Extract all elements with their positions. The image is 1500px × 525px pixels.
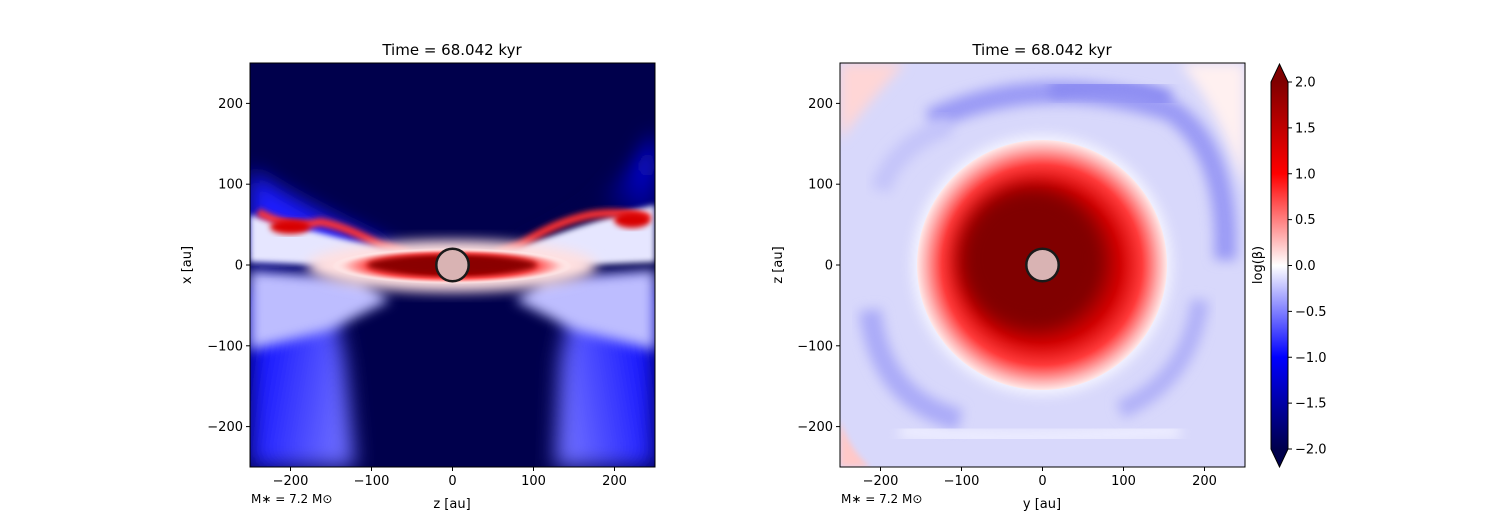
y-tick-label: 100 xyxy=(218,178,243,193)
star-marker xyxy=(435,247,470,283)
right-mass-annotation: M∗ = 7.2 M⊙ xyxy=(841,492,922,506)
y-tick-label: −200 xyxy=(797,420,833,435)
left-ylabel: x [au] xyxy=(180,246,195,284)
x-tick-label: −100 xyxy=(354,474,390,489)
colorbar-tick-label: 0.5 xyxy=(1295,213,1316,228)
left-title: Time = 68.042 kyr xyxy=(381,41,522,59)
star-marker xyxy=(1025,247,1060,283)
x-tick-label: 100 xyxy=(521,474,546,489)
colorbar-tick-label: −1.5 xyxy=(1295,397,1327,412)
colorbar: −2.0 −1.5 −1.0 −0.5 0.0 0.5 1.0 1.5 2.0 log(β) xyxy=(1251,62,1327,469)
colorbar-tick-label: 1.5 xyxy=(1295,121,1316,136)
x-tick-label: −200 xyxy=(863,474,899,489)
y-tick-label: 0 xyxy=(825,259,833,274)
colorbar-extend-max xyxy=(1271,64,1288,82)
colorbar-ticks: −2.0 −1.5 −1.0 −0.5 0.0 0.5 1.0 1.5 2.0 xyxy=(1288,76,1327,458)
y-tick-label: −100 xyxy=(797,339,833,354)
x-tick-label: 100 xyxy=(1111,474,1136,489)
colorbar-tick-label: −1.0 xyxy=(1295,351,1327,366)
right-xlabel: y [au] xyxy=(1023,497,1061,512)
y-tick-label: 100 xyxy=(808,178,833,193)
x-tick-label: 0 xyxy=(1038,474,1046,489)
right-axis-ticks: −200 −100 0 100 200 −200 −100 0 100 200 xyxy=(797,97,1217,489)
y-tick-label: 200 xyxy=(218,97,243,112)
colorbar-extend-min xyxy=(1271,449,1288,467)
y-tick-label: −100 xyxy=(207,339,243,354)
colorbar-label: log(β) xyxy=(1251,246,1266,284)
x-tick-label: 200 xyxy=(602,474,627,489)
right-title: Time = 68.042 kyr xyxy=(971,41,1112,59)
x-tick-label: −100 xyxy=(944,474,980,489)
right-ylabel: z [au] xyxy=(771,246,786,283)
y-tick-label: −200 xyxy=(207,420,243,435)
x-tick-label: 0 xyxy=(448,474,456,489)
y-tick-label: 0 xyxy=(235,259,243,274)
left-axis-ticks: −200 −100 0 100 200 −200 −100 0 100 200 xyxy=(207,97,627,489)
left-mass-annotation: M∗ = 7.2 M⊙ xyxy=(251,492,332,506)
left-heatmap xyxy=(250,63,655,467)
y-tick-label: 200 xyxy=(808,97,833,112)
x-tick-label: −200 xyxy=(273,474,309,489)
left-xlabel: z [au] xyxy=(433,497,470,512)
colorbar-tick-label: −2.0 xyxy=(1295,443,1327,458)
x-tick-label: 200 xyxy=(1192,474,1217,489)
colorbar-tick-label: 2.0 xyxy=(1295,76,1316,91)
colorbar-tick-label: 0.0 xyxy=(1295,259,1316,274)
colorbar-tick-label: −0.5 xyxy=(1295,305,1327,320)
colorbar-tick-label: 1.0 xyxy=(1295,167,1316,182)
